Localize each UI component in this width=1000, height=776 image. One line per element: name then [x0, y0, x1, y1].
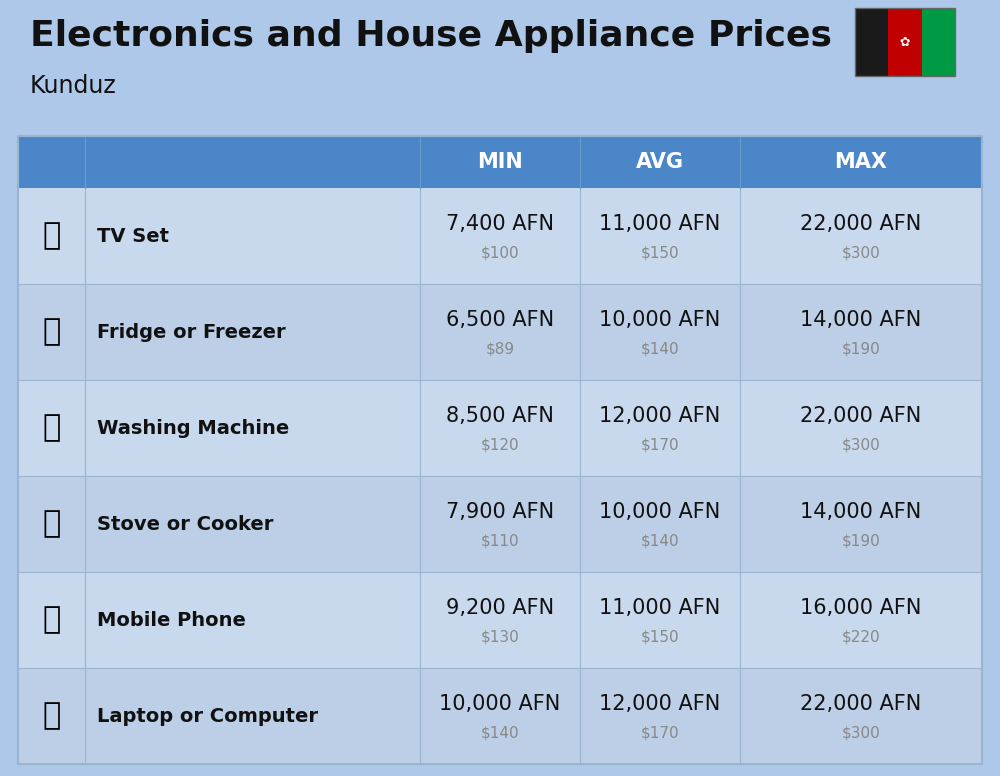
Bar	[18, 136, 982, 764]
Text: Fridge or Freezer: Fridge or Freezer	[97, 323, 286, 341]
Text: $130: $130	[481, 630, 519, 645]
Text: $190: $190	[842, 534, 880, 549]
Bar	[888, 8, 922, 76]
Text: $100: $100	[481, 246, 519, 261]
Text: 10,000 AFN: 10,000 AFN	[599, 310, 721, 331]
Text: 🧺: 🧺	[42, 414, 61, 442]
Text: $89: $89	[485, 341, 515, 357]
Text: 🧊: 🧊	[42, 317, 61, 347]
Text: $300: $300	[842, 246, 880, 261]
Text: 7,400 AFN: 7,400 AFN	[446, 214, 554, 234]
Text: $300: $300	[842, 726, 880, 741]
Bar	[18, 136, 982, 188]
Text: $220: $220	[842, 630, 880, 645]
Text: 10,000 AFN: 10,000 AFN	[599, 503, 721, 522]
Text: ✿: ✿	[900, 36, 910, 48]
Text: 8,500 AFN: 8,500 AFN	[446, 407, 554, 427]
Bar	[18, 380, 982, 476]
Text: $190: $190	[842, 341, 880, 357]
Text: $140: $140	[481, 726, 519, 741]
Text: 💻: 💻	[42, 702, 61, 730]
Text: Kunduz: Kunduz	[30, 74, 117, 98]
Text: 22,000 AFN: 22,000 AFN	[800, 214, 922, 234]
Text: AVG: AVG	[636, 152, 684, 172]
Text: Mobile Phone: Mobile Phone	[97, 611, 246, 629]
Text: 🍳: 🍳	[42, 510, 61, 539]
Text: 14,000 AFN: 14,000 AFN	[800, 310, 922, 331]
Text: 16,000 AFN: 16,000 AFN	[800, 598, 922, 618]
Text: 14,000 AFN: 14,000 AFN	[800, 503, 922, 522]
Text: 7,900 AFN: 7,900 AFN	[446, 503, 554, 522]
Text: 22,000 AFN: 22,000 AFN	[800, 407, 922, 427]
Text: $170: $170	[641, 438, 679, 452]
Text: 9,200 AFN: 9,200 AFN	[446, 598, 554, 618]
Text: $170: $170	[641, 726, 679, 741]
Bar	[855, 8, 955, 76]
Text: $110: $110	[481, 534, 519, 549]
Text: Washing Machine: Washing Machine	[97, 418, 289, 438]
Text: 10,000 AFN: 10,000 AFN	[439, 695, 561, 715]
Text: $300: $300	[842, 438, 880, 452]
Bar	[18, 188, 982, 284]
Text: 11,000 AFN: 11,000 AFN	[599, 598, 721, 618]
Text: $150: $150	[641, 630, 679, 645]
Text: $140: $140	[641, 341, 679, 357]
Text: 12,000 AFN: 12,000 AFN	[599, 695, 721, 715]
Bar	[18, 668, 982, 764]
Text: $140: $140	[641, 534, 679, 549]
Text: $150: $150	[641, 246, 679, 261]
Text: 22,000 AFN: 22,000 AFN	[800, 695, 922, 715]
Bar	[18, 284, 982, 380]
Bar	[922, 8, 955, 76]
Text: MIN: MIN	[477, 152, 523, 172]
Text: 📺: 📺	[42, 221, 61, 251]
Text: Laptop or Computer: Laptop or Computer	[97, 706, 318, 726]
Text: 12,000 AFN: 12,000 AFN	[599, 407, 721, 427]
Bar	[18, 476, 982, 572]
Text: 11,000 AFN: 11,000 AFN	[599, 214, 721, 234]
Text: 📱: 📱	[42, 605, 61, 635]
Text: Electronics and House Appliance Prices: Electronics and House Appliance Prices	[30, 19, 832, 53]
Text: TV Set: TV Set	[97, 227, 169, 245]
Text: Stove or Cooker: Stove or Cooker	[97, 514, 273, 534]
Bar	[18, 572, 982, 668]
Text: 6,500 AFN: 6,500 AFN	[446, 310, 554, 331]
Bar	[855, 8, 888, 76]
Text: $120: $120	[481, 438, 519, 452]
Text: MAX: MAX	[834, 152, 888, 172]
